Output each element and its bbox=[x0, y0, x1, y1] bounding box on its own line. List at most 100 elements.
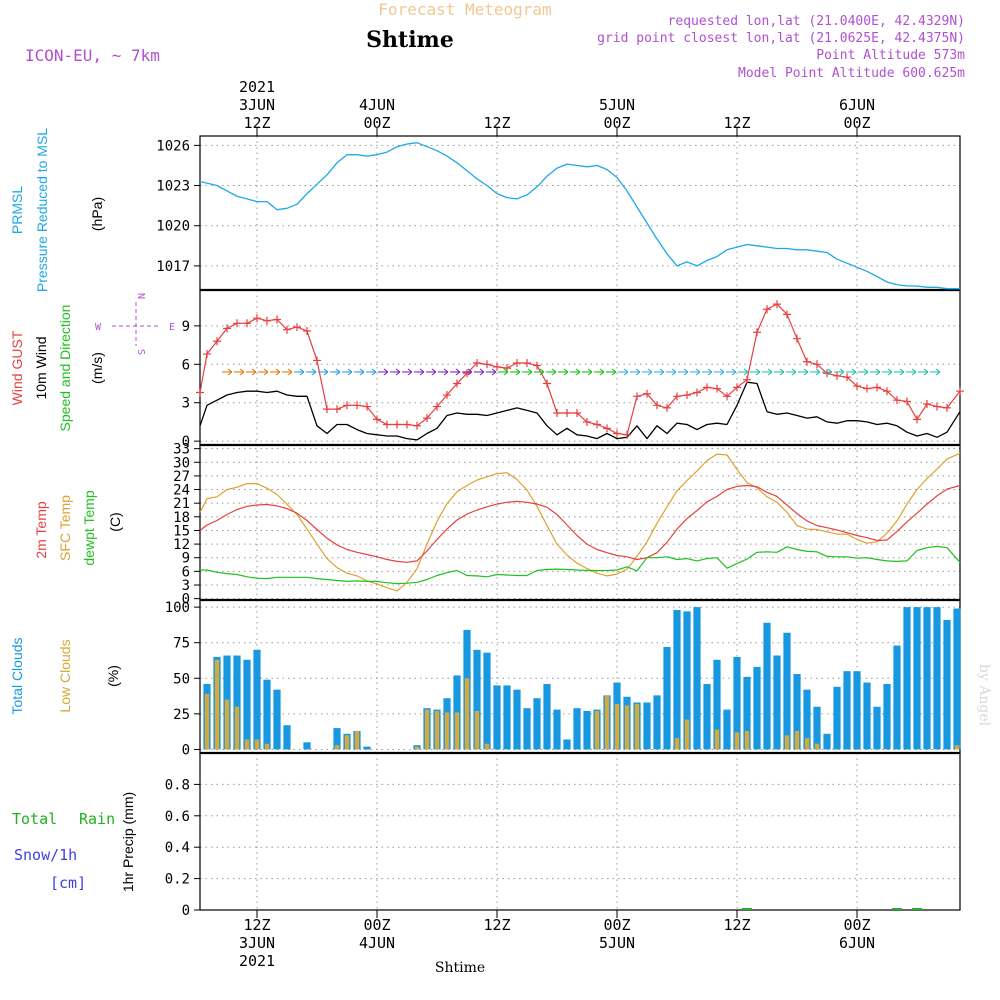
wind-direction-arrow bbox=[810, 368, 821, 376]
total-cloud-bar bbox=[953, 608, 961, 750]
total-cloud-bar bbox=[663, 646, 671, 750]
gust-marker bbox=[233, 319, 241, 328]
gust-marker bbox=[383, 420, 391, 429]
wind-direction-arrow bbox=[894, 368, 905, 376]
gust-marker bbox=[633, 392, 641, 401]
total-cloud-bar bbox=[673, 609, 681, 750]
wind-direction-arrow bbox=[690, 368, 701, 376]
gust-marker bbox=[443, 391, 451, 400]
total-cloud-bar bbox=[523, 708, 531, 750]
total-cloud-bar bbox=[803, 689, 811, 750]
wind-panel: 0 3 6 9 bbox=[182, 289, 961, 450]
total-cloud-bar bbox=[563, 739, 571, 750]
gust-marker bbox=[933, 402, 941, 411]
x-tick-label-bottom: 00Z bbox=[603, 916, 630, 934]
gust-marker bbox=[223, 324, 231, 333]
gust-marker bbox=[893, 396, 901, 405]
wind-direction-arrow bbox=[546, 368, 557, 376]
gust-marker bbox=[753, 328, 761, 337]
y-tick-label: 1026 bbox=[156, 138, 190, 154]
total-cloud-bar bbox=[823, 733, 831, 750]
y-tick-label: 3 bbox=[182, 578, 190, 594]
gust-marker bbox=[393, 420, 401, 429]
gust-marker bbox=[196, 388, 204, 397]
low-cloud-bar bbox=[604, 695, 610, 750]
total-cloud-bar bbox=[253, 649, 261, 750]
gust-marker bbox=[883, 387, 891, 396]
x-tick-label-bottom: 12Z bbox=[483, 916, 510, 934]
total-cloud-bar bbox=[703, 683, 711, 750]
wind-direction-arrow bbox=[378, 368, 389, 376]
gust-marker bbox=[563, 408, 571, 417]
low-cloud-bar bbox=[794, 730, 800, 750]
point-altitude: Point Altitude 573m bbox=[816, 48, 965, 63]
low-cloud-bar bbox=[224, 699, 230, 750]
total-cloud-bar bbox=[723, 709, 731, 750]
y-tick-label: 6 bbox=[182, 564, 190, 580]
temp2m-series-line bbox=[199, 484, 961, 563]
wind-direction-arrow bbox=[906, 368, 917, 376]
wind-direction-arrow bbox=[606, 368, 617, 376]
gust-marker bbox=[243, 319, 251, 328]
gust-marker bbox=[473, 359, 481, 368]
y-tick-label: 0 bbox=[182, 742, 190, 758]
gust-marker bbox=[483, 360, 491, 369]
wind-direction-arrow bbox=[858, 368, 869, 376]
chart-title: Forecast Meteogram bbox=[378, 0, 551, 19]
total-cloud-bar bbox=[863, 682, 871, 750]
x-day-label-bottom: 3JUN bbox=[239, 934, 275, 952]
wind-direction-arrow bbox=[306, 368, 317, 376]
x-tick-label-bottom: 00Z bbox=[363, 916, 390, 934]
x-day-label-bottom: 6JUN bbox=[839, 934, 875, 952]
gust-label: Wind GUST bbox=[9, 330, 25, 405]
total-cloud-bar bbox=[743, 676, 751, 750]
gust-marker bbox=[853, 382, 861, 391]
wind-direction-arrow bbox=[390, 368, 401, 376]
wind-direction-arrow bbox=[450, 368, 461, 376]
gust-marker bbox=[413, 421, 421, 430]
compass-e: E bbox=[169, 322, 175, 333]
total-cloud-bar bbox=[883, 683, 891, 750]
total-cloud-bar bbox=[273, 689, 281, 750]
wind-direction-arrow bbox=[534, 368, 545, 376]
wind-direction-arrow bbox=[462, 368, 473, 376]
y-tick-label: 24 bbox=[173, 483, 190, 499]
y-tick-label: 30 bbox=[173, 455, 190, 471]
wind-direction-arrow bbox=[246, 368, 257, 376]
wind-direction-arrow bbox=[726, 368, 737, 376]
gust-marker bbox=[913, 415, 921, 424]
total-cloud-bar bbox=[483, 652, 491, 750]
wind-direction-arrow bbox=[750, 368, 761, 376]
total-cloud-bar bbox=[493, 685, 501, 750]
wind-direction-arrow bbox=[570, 368, 581, 376]
low-cloud-bar bbox=[634, 703, 640, 750]
sfc-label: SFC Temp bbox=[57, 495, 73, 561]
gust-marker bbox=[956, 387, 964, 396]
total-cloud-bar bbox=[533, 698, 541, 750]
wind-direction-arrow bbox=[354, 368, 365, 376]
y-tick-label: 0.6 bbox=[165, 809, 190, 825]
total-cloud-bar bbox=[893, 645, 901, 750]
wind-direction-arrow bbox=[594, 368, 605, 376]
low-cloud-bar bbox=[254, 739, 260, 750]
y-tick-label: 100 bbox=[165, 600, 190, 616]
gust-marker bbox=[833, 371, 841, 380]
low-cloud-bar bbox=[214, 659, 220, 750]
pressure-series-line bbox=[199, 142, 960, 290]
wind-direction-arrow bbox=[666, 368, 677, 376]
x-tick-label-top: 12Z bbox=[723, 114, 750, 132]
low-cloud-bar bbox=[954, 745, 960, 750]
y-tick-label: 0 bbox=[182, 592, 190, 608]
low-cloud-bar bbox=[804, 738, 810, 750]
wind-direction-arrow bbox=[426, 368, 437, 376]
y-tick-label: 50 bbox=[173, 671, 190, 687]
total-cloud-bar bbox=[903, 607, 911, 750]
total-cloud-bar bbox=[783, 632, 791, 750]
wind-direction-arrow bbox=[714, 368, 725, 376]
wind-direction-arrow bbox=[510, 368, 521, 376]
x-tick-label-top: 00Z bbox=[843, 114, 870, 132]
wind-direction-arrow bbox=[474, 368, 485, 376]
gust-marker bbox=[293, 323, 301, 332]
temp-unit: (C) bbox=[107, 512, 123, 531]
